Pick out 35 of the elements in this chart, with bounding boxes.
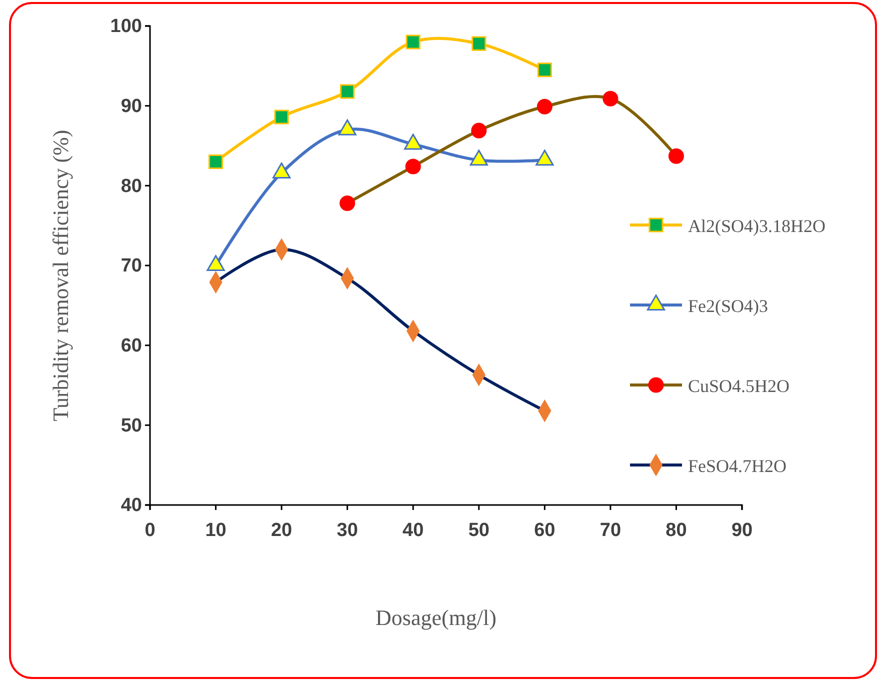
y-tick-label: 100 — [110, 16, 142, 38]
x-tick-label: 60 — [534, 520, 556, 541]
x-axis-title: Dosage(mg/l) — [376, 605, 496, 630]
x-tick-label: 30 — [336, 520, 358, 541]
point — [340, 195, 356, 211]
x-tick-label: 50 — [468, 520, 490, 541]
x-tick-label: 70 — [600, 520, 622, 541]
x-tick-label: 40 — [402, 520, 424, 541]
y-tick-label: 40 — [120, 495, 142, 516]
y-tick-label: 90 — [120, 96, 142, 117]
y-tick-label: 80 — [120, 176, 142, 197]
legend-label: FeSO4.7H2O — [688, 456, 787, 476]
point — [471, 122, 487, 138]
point — [602, 90, 618, 106]
point — [668, 148, 684, 164]
point — [537, 62, 552, 78]
y-tick-label: 70 — [120, 256, 142, 277]
point — [405, 158, 421, 174]
x-tick-label: 90 — [731, 520, 753, 541]
legend-label: Al2(SO4)3.18H2O — [688, 216, 826, 236]
y-tick-label: 60 — [120, 335, 142, 356]
x-tick-label: 0 — [144, 520, 156, 541]
x-tick-label: 10 — [205, 520, 226, 541]
x-tick-label: 80 — [666, 520, 687, 541]
point — [274, 110, 289, 124]
point — [536, 98, 552, 114]
y-axis-title: Turbidity removal efficiency (%) — [48, 130, 73, 422]
legend-label: CuSO4.5H2O — [688, 376, 790, 396]
x-tick-label: 20 — [270, 520, 292, 541]
legend-label: Fe2(SO4)3 — [688, 296, 768, 316]
point — [472, 36, 486, 51]
point — [208, 154, 224, 169]
point — [340, 84, 355, 99]
point — [406, 34, 420, 50]
y-tick-label: 50 — [120, 415, 142, 436]
